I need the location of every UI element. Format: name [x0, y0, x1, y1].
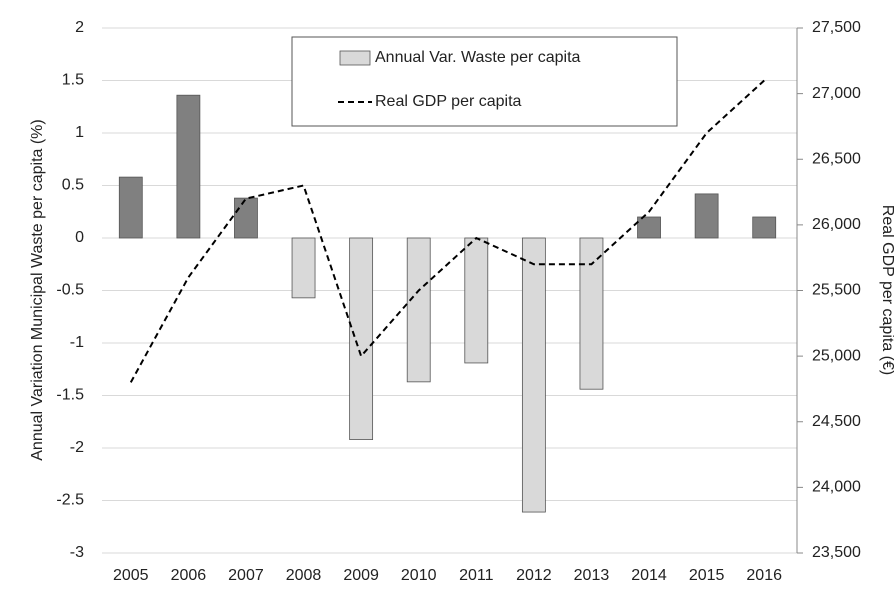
y-tick-label: 1: [75, 124, 84, 141]
bar: [406, 237, 431, 383]
x-tick-label: 2015: [689, 567, 725, 584]
x-tick-label: 2010: [401, 567, 437, 584]
y-tick-label: -1: [70, 334, 84, 351]
y-tick-label: -2.5: [56, 492, 84, 509]
y-tick-label: 0: [75, 229, 84, 246]
y-tick-label: 0.5: [62, 177, 84, 194]
x-tick-label: 2014: [631, 567, 667, 584]
y-tick-label: -1.5: [56, 387, 84, 404]
y-tick-label: -3: [70, 544, 84, 561]
line: [129, 79, 765, 383]
legend-label: Annual Var. Waste per capita: [375, 49, 581, 66]
bar: [579, 237, 604, 390]
y2-tick-label: 27,500: [812, 19, 861, 36]
y2-tick-label: 26,500: [812, 150, 861, 167]
y2-tick-label: 25,500: [812, 282, 861, 299]
y2-tick-label: 23,500: [812, 544, 861, 561]
x-tick-label: 2007: [228, 567, 264, 584]
y-axis-label: Annual Variation Municipal Waste per cap…: [29, 119, 46, 461]
bar: [521, 237, 546, 513]
y-tick-label: -0.5: [56, 282, 84, 299]
y-tick-label: 2: [75, 19, 84, 36]
x-tick-label: 2011: [459, 567, 494, 584]
legend-label: Real GDP per capita: [375, 93, 522, 110]
y2-tick-label: 27,000: [812, 85, 861, 102]
bar: [464, 237, 489, 364]
x-tick-label: 2009: [343, 567, 379, 584]
bar: [234, 197, 258, 239]
legend-swatch: [339, 50, 371, 66]
y2-tick-label: 26,000: [812, 216, 861, 233]
y2-tick-label: 24,500: [812, 413, 861, 430]
y2-axis-label: Real GDP per capita (€): [879, 205, 894, 375]
x-tick-label: 2008: [286, 567, 322, 584]
y2-tick-label: 25,000: [812, 347, 861, 364]
bar: [349, 237, 374, 441]
x-tick-label: 2006: [171, 567, 207, 584]
bar: [118, 176, 143, 239]
x-tick-label: 2012: [516, 567, 552, 584]
bar: [752, 216, 777, 239]
x-tick-label: 2005: [113, 567, 149, 584]
bar: [637, 216, 661, 239]
bar: [694, 193, 719, 239]
y-tick-label: -2: [70, 439, 84, 456]
y-tick-label: 1.5: [62, 72, 84, 89]
x-tick-label: 2013: [574, 567, 610, 584]
bar: [291, 237, 316, 299]
y2-tick-label: 24,000: [812, 479, 861, 496]
bar: [176, 94, 201, 239]
x-tick-label: 2016: [746, 567, 782, 584]
